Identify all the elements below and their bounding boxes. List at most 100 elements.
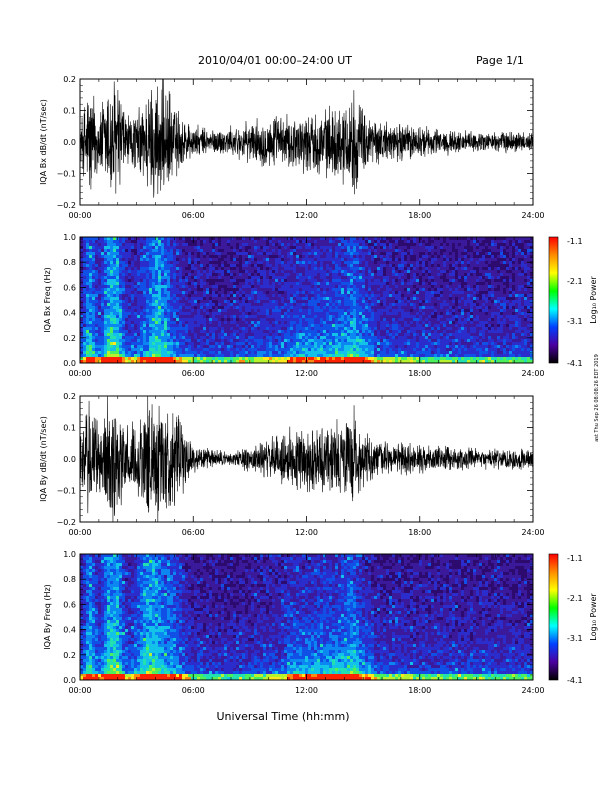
spectrogram-cell bbox=[203, 300, 206, 303]
spectrogram-cell bbox=[209, 306, 212, 309]
spectrogram-cell bbox=[143, 288, 146, 291]
spectrogram-cell bbox=[353, 282, 356, 285]
spectrogram-cell bbox=[155, 264, 158, 267]
spectrogram-cell bbox=[143, 333, 146, 336]
spectrogram-cell bbox=[152, 282, 155, 285]
spectrogram-cell bbox=[320, 312, 323, 315]
spectrogram-cell bbox=[398, 249, 401, 252]
spectrogram-cell bbox=[86, 264, 89, 267]
spectrogram-cell bbox=[341, 309, 344, 312]
spectrogram-cell bbox=[329, 258, 332, 261]
spectrogram-cell bbox=[83, 294, 86, 297]
spectrogram-cell bbox=[353, 264, 356, 267]
spectrogram-cell bbox=[260, 306, 263, 309]
spectrogram-cell bbox=[404, 279, 407, 282]
spectrogram-cell bbox=[347, 258, 350, 261]
spectrogram-cell bbox=[377, 351, 380, 354]
spectrogram-cell bbox=[140, 330, 143, 333]
spectrogram-cell bbox=[185, 243, 188, 246]
spectrogram-cell bbox=[386, 345, 389, 348]
spectrogram-cell bbox=[314, 327, 317, 330]
spectrogram-cell bbox=[389, 273, 392, 276]
spectrogram-cell bbox=[227, 336, 230, 339]
spectrogram-cell bbox=[188, 339, 191, 342]
spectrogram-cell bbox=[371, 285, 374, 288]
spectrogram-cell bbox=[110, 321, 113, 324]
spectrogram-cell bbox=[176, 294, 179, 297]
spectrogram-cell bbox=[128, 297, 131, 300]
spectrogram-cell bbox=[389, 309, 392, 312]
spectrogram-cell bbox=[182, 360, 185, 363]
spectrogram-cell bbox=[404, 351, 407, 354]
spectrogram-cell bbox=[101, 303, 104, 306]
spectrogram-cell bbox=[317, 291, 320, 294]
spectrogram-cell bbox=[377, 237, 380, 240]
spectrogram-cell bbox=[236, 279, 239, 282]
spectrogram-cell bbox=[203, 261, 206, 264]
spectrogram-cell bbox=[101, 240, 104, 243]
spectrogram-cell bbox=[158, 312, 161, 315]
spectrogram-cell bbox=[290, 342, 293, 345]
spectrogram-cell bbox=[332, 273, 335, 276]
spectrogram-cell bbox=[392, 348, 395, 351]
spectrogram-cell bbox=[194, 249, 197, 252]
spectrogram-cell bbox=[251, 336, 254, 339]
spectrogram-cell bbox=[218, 336, 221, 339]
spectrogram-cell bbox=[83, 303, 86, 306]
spectrogram-cell bbox=[236, 309, 239, 312]
spectrogram-cell bbox=[284, 348, 287, 351]
spectrogram-cell bbox=[212, 297, 215, 300]
spectrogram-cell bbox=[182, 324, 185, 327]
spectrogram-cell bbox=[275, 285, 278, 288]
spectrogram-cell bbox=[284, 324, 287, 327]
spectrogram-cell bbox=[83, 351, 86, 354]
spectrogram-cell bbox=[287, 333, 290, 336]
spectrogram-cell bbox=[206, 273, 209, 276]
spectrogram-cell bbox=[320, 351, 323, 354]
spectrogram-cell bbox=[200, 279, 203, 282]
spectrogram-cell bbox=[224, 348, 227, 351]
spectrogram-cell bbox=[269, 285, 272, 288]
spectrogram-cell bbox=[350, 303, 353, 306]
spectrogram-cell bbox=[140, 357, 143, 360]
spectrogram-cell bbox=[428, 243, 431, 246]
spectrogram-cell bbox=[194, 312, 197, 315]
spectrogram-cell bbox=[95, 237, 98, 240]
spectrogram-cell bbox=[101, 300, 104, 303]
spectrogram-cell bbox=[140, 267, 143, 270]
spectrogram-cell bbox=[209, 279, 212, 282]
spectrogram-cell bbox=[338, 342, 341, 345]
spectrogram-cell bbox=[365, 315, 368, 318]
spectrogram-cell bbox=[230, 240, 233, 243]
spectrogram-cell bbox=[293, 249, 296, 252]
spectrogram-cell bbox=[80, 327, 83, 330]
spectrogram-cell bbox=[398, 255, 401, 258]
spectrogram-cell bbox=[380, 273, 383, 276]
spectrogram-cell bbox=[329, 351, 332, 354]
spectrogram-cell bbox=[137, 336, 140, 339]
spectrogram-cell bbox=[128, 324, 131, 327]
spectrogram-cell bbox=[176, 297, 179, 300]
spectrogram-cell bbox=[119, 306, 122, 309]
spectrogram-cell bbox=[86, 258, 89, 261]
spectrogram-cell bbox=[356, 261, 359, 264]
spectrogram-cell bbox=[260, 246, 263, 249]
spectrogram-cell bbox=[332, 354, 335, 357]
spectrogram-cell bbox=[116, 240, 119, 243]
spectrogram-cell bbox=[164, 291, 167, 294]
spectrogram-cell bbox=[371, 303, 374, 306]
spectrogram-cell bbox=[278, 258, 281, 261]
spectrogram-cell bbox=[311, 261, 314, 264]
spectrogram-cell bbox=[284, 264, 287, 267]
spectrogram-cell bbox=[173, 321, 176, 324]
spectrogram-cell bbox=[230, 282, 233, 285]
spectrogram-cell bbox=[368, 243, 371, 246]
x-tick-label: 12:00 bbox=[295, 211, 318, 220]
spectrogram-cell bbox=[353, 270, 356, 273]
spectrogram-cell bbox=[215, 240, 218, 243]
spectrogram-cell bbox=[359, 360, 362, 363]
spectrogram-cell bbox=[314, 279, 317, 282]
spectrogram-cell bbox=[293, 255, 296, 258]
spectrogram-cell bbox=[299, 279, 302, 282]
spectrogram-cell bbox=[152, 342, 155, 345]
